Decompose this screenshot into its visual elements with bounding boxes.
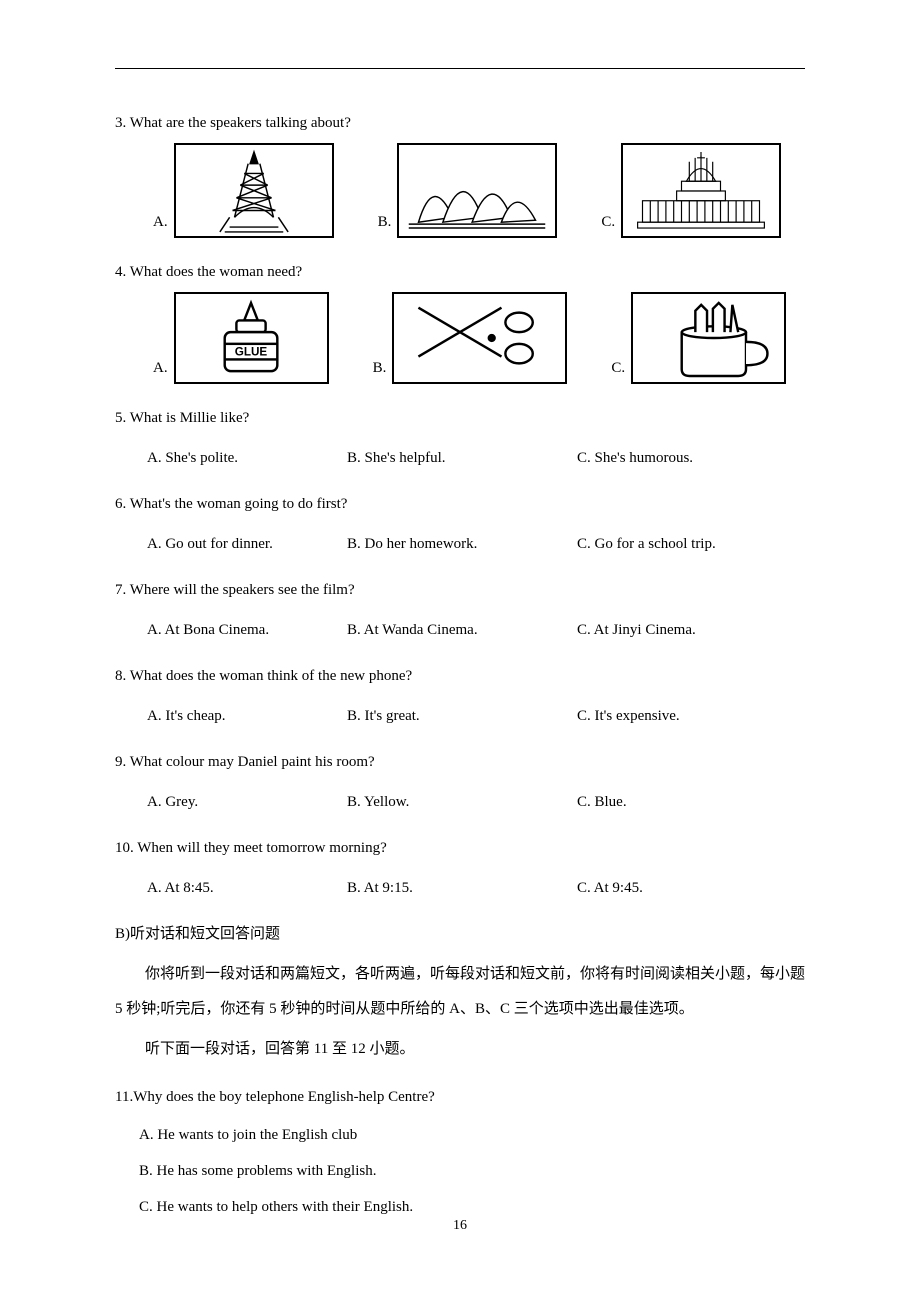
q10-opt-b: B. At 9:15. bbox=[347, 876, 577, 900]
q7-opt-c: C. At Jinyi Cinema. bbox=[577, 618, 696, 642]
q4-opt-c-label: C. bbox=[567, 356, 631, 384]
question-9-text: 9. What colour may Daniel paint his room… bbox=[115, 750, 805, 774]
question-3: 3. What are the speakers talking about? … bbox=[115, 111, 805, 238]
q10-opt-a: A. At 8:45. bbox=[147, 876, 347, 900]
question-6-options: A. Go out for dinner. B. Do her homework… bbox=[115, 532, 805, 556]
q6-opt-b: B. Do her homework. bbox=[347, 532, 577, 556]
q9-opt-b: B. Yellow. bbox=[347, 790, 577, 814]
q7-opt-b: B. At Wanda Cinema. bbox=[347, 618, 577, 642]
q3-opt-b-label: B. bbox=[334, 210, 398, 238]
question-11-text: 11.Why does the boy telephone English-he… bbox=[115, 1085, 805, 1109]
q11-opt-a: A. He wants to join the English club bbox=[139, 1117, 805, 1153]
question-7-options: A. At Bona Cinema. B. At Wanda Cinema. C… bbox=[115, 618, 805, 642]
q3-option-b: B. bbox=[334, 143, 558, 238]
eiffel-tower-icon bbox=[174, 143, 334, 238]
q4-option-a: A. GLUE bbox=[115, 292, 329, 384]
q11-opt-b: B. He has some problems with English. bbox=[139, 1153, 805, 1189]
q3-opt-a-label: A. bbox=[115, 210, 174, 238]
q5-opt-b: B. She's helpful. bbox=[347, 446, 577, 470]
question-9-options: A. Grey. B. Yellow. C. Blue. bbox=[115, 790, 805, 814]
section-b: B)听对话和短文回答问题 你将听到一段对话和两篇短文，各听两遍，听每段对话和短文… bbox=[115, 922, 805, 1067]
question-10: 10. When will they meet tomorrow morning… bbox=[115, 836, 805, 900]
q9-opt-c: C. Blue. bbox=[577, 790, 627, 814]
question-6-text: 6. What's the woman going to do first? bbox=[115, 492, 805, 516]
q3-opt-c-label: C. bbox=[557, 210, 621, 238]
section-b-para1: 你将听到一段对话和两篇短文，各听两遍，听每段对话和短文前，你将有时间阅读相关小题… bbox=[115, 957, 805, 1026]
question-4-text: 4. What does the woman need? bbox=[115, 260, 805, 284]
capitol-building-icon bbox=[621, 143, 781, 238]
q5-opt-a: A. She's polite. bbox=[147, 446, 347, 470]
question-6: 6. What's the woman going to do first? A… bbox=[115, 492, 805, 556]
question-5-options: A. She's polite. B. She's helpful. C. Sh… bbox=[115, 446, 805, 470]
question-10-text: 10. When will they meet tomorrow morning… bbox=[115, 836, 805, 860]
question-4: 4. What does the woman need? A. GLUE bbox=[115, 260, 805, 384]
scissors-icon bbox=[392, 292, 567, 384]
q6-opt-c: C. Go for a school trip. bbox=[577, 532, 716, 556]
glue-label-text: GLUE bbox=[234, 346, 267, 359]
question-8-text: 8. What does the woman think of the new … bbox=[115, 664, 805, 688]
header-rule bbox=[115, 68, 805, 69]
question-8: 8. What does the woman think of the new … bbox=[115, 664, 805, 728]
q5-opt-c: C. She's humorous. bbox=[577, 446, 693, 470]
glue-icon: GLUE bbox=[174, 292, 329, 384]
q7-opt-a: A. At Bona Cinema. bbox=[147, 618, 347, 642]
question-7-text: 7. Where will the speakers see the film? bbox=[115, 578, 805, 602]
question-3-options: A. B. bbox=[115, 143, 805, 238]
opera-house-icon bbox=[397, 143, 557, 238]
question-4-options: A. GLUE B. bbox=[115, 292, 805, 384]
pencil-cup-icon bbox=[631, 292, 786, 384]
section-b-para2: 听下面一段对话，回答第 11 至 12 小题。 bbox=[115, 1032, 805, 1067]
question-9: 9. What colour may Daniel paint his room… bbox=[115, 750, 805, 814]
question-11: 11.Why does the boy telephone English-he… bbox=[115, 1085, 805, 1225]
q4-option-c: C. bbox=[567, 292, 786, 384]
q8-opt-b: B. It's great. bbox=[347, 704, 577, 728]
page-number: 16 bbox=[0, 1218, 920, 1234]
q10-opt-c: C. At 9:45. bbox=[577, 876, 643, 900]
question-7: 7. Where will the speakers see the film?… bbox=[115, 578, 805, 642]
question-11-options: A. He wants to join the English club B. … bbox=[115, 1117, 805, 1225]
q8-opt-a: A. It's cheap. bbox=[147, 704, 347, 728]
q3-option-a: A. bbox=[115, 143, 334, 238]
q3-option-c: C. bbox=[557, 143, 781, 238]
question-10-options: A. At 8:45. B. At 9:15. C. At 9:45. bbox=[115, 876, 805, 900]
q6-opt-a: A. Go out for dinner. bbox=[147, 532, 347, 556]
q9-opt-a: A. Grey. bbox=[147, 790, 347, 814]
section-b-heading: B)听对话和短文回答问题 bbox=[115, 922, 805, 943]
q4-option-b: B. bbox=[329, 292, 568, 384]
question-3-text: 3. What are the speakers talking about? bbox=[115, 111, 805, 135]
q8-opt-c: C. It's expensive. bbox=[577, 704, 680, 728]
q4-opt-b-label: B. bbox=[329, 356, 393, 384]
question-5: 5. What is Millie like? A. She's polite.… bbox=[115, 406, 805, 470]
question-5-text: 5. What is Millie like? bbox=[115, 406, 805, 430]
q4-opt-a-label: A. bbox=[115, 356, 174, 384]
question-8-options: A. It's cheap. B. It's great. C. It's ex… bbox=[115, 704, 805, 728]
